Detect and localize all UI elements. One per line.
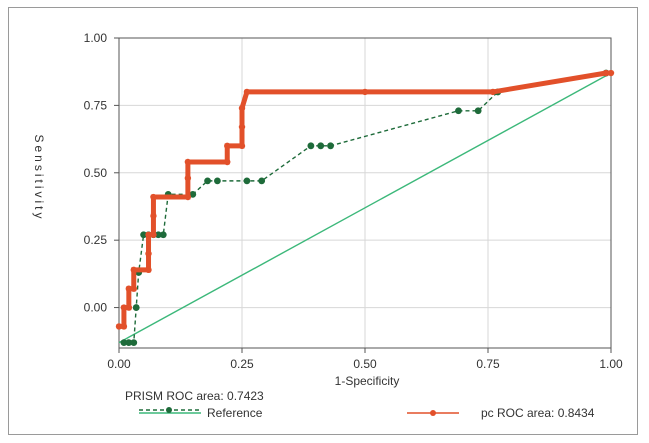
legend-reference-label: Reference — [207, 406, 263, 420]
legend-prism-label: PRISM ROC area: 0.7423 — [125, 389, 264, 403]
pc-roc-point — [145, 231, 152, 238]
x-tick-label: 1.00 — [599, 357, 623, 371]
x-axis-title: 1-Specificity — [335, 374, 400, 388]
pc-roc-point — [243, 88, 251, 96]
y-tick-label: 0.75 — [84, 98, 108, 112]
prism-roc-point — [125, 339, 133, 347]
pc-roc-point — [115, 323, 123, 330]
prism-roc-point — [120, 339, 128, 347]
x-tick-label: 0.25 — [230, 357, 254, 371]
pc-roc-point — [238, 104, 246, 112]
y-tick-label: 1.00 — [84, 31, 108, 45]
roc-chart: 0.00 0.25 0.50 0.75 1.001.000.750.500.250.00… — [32, 31, 623, 420]
prism-roc-point — [132, 304, 140, 311]
pc-roc-point — [361, 88, 369, 96]
pc-roc-point — [125, 285, 133, 292]
prism-roc-point — [307, 142, 315, 150]
pc-roc-point — [602, 69, 610, 77]
legend-pc-marker — [430, 410, 436, 416]
prism-roc-point — [455, 107, 462, 115]
reference-line — [118, 72, 612, 344]
prism-roc-point — [140, 231, 148, 239]
legend-prism-marker — [166, 407, 172, 413]
pc-roc-point — [150, 212, 157, 220]
pc-roc-point — [224, 142, 231, 150]
tick-labels: 0.00 0.25 0.50 0.75 1.00 1.00 0.75 0.50 0.25 0.00 — [84, 31, 623, 371]
y-tick-label: 0.00 — [84, 301, 108, 315]
axes — [114, 37, 612, 353]
pc-roc-point — [125, 304, 133, 311]
pc-roc-point — [145, 250, 152, 257]
x-tick-label: 0.75 — [476, 357, 500, 371]
prism-roc-point — [130, 339, 138, 347]
pc-roc-point — [224, 158, 231, 166]
prism-roc-point — [258, 177, 266, 185]
x-tick-label: 0.00 — [107, 357, 131, 371]
prism-roc-point — [189, 190, 197, 198]
pc-roc-point — [120, 304, 128, 311]
series-layer — [115, 69, 615, 347]
pc-roc-point — [150, 231, 157, 238]
prism-roc-point — [243, 177, 251, 185]
pc-roc-point — [184, 193, 192, 201]
prism-roc-point — [214, 177, 221, 185]
pc-roc-point — [120, 323, 128, 330]
pc-roc-point — [145, 266, 152, 274]
chart-frame: 0.00 0.25 0.50 0.75 1.00 1.00 0.75 0.50 0.25 0.00… — [8, 7, 638, 435]
pc-roc-point — [184, 158, 192, 166]
legend: PRISM ROC area: 0.7423 Reference pc ROC … — [125, 389, 595, 420]
pc-roc-point — [238, 123, 246, 131]
pc-roc-point — [238, 142, 246, 150]
y-axis-title: Sensitivity — [32, 134, 46, 221]
prism-roc-point — [317, 142, 325, 150]
pc-roc-point — [607, 69, 615, 77]
prism-roc-point — [154, 231, 162, 239]
pc-roc-point — [150, 193, 157, 201]
y-tick-label: 0.50 — [84, 166, 108, 180]
pc-roc-point — [130, 285, 137, 292]
prism-roc-point — [474, 107, 482, 115]
prism-roc-point — [327, 142, 334, 150]
x-tick-label: 0.50 — [353, 357, 377, 371]
prism-roc-point — [159, 231, 167, 239]
pc-roc-point — [184, 174, 192, 182]
pc-roc-point — [130, 266, 137, 274]
prism-roc-point — [204, 177, 211, 185]
legend-pc-label: pc ROC area: 0.8434 — [481, 406, 595, 420]
y-tick-label: 0.25 — [84, 233, 108, 247]
pc-roc-point — [489, 88, 497, 96]
